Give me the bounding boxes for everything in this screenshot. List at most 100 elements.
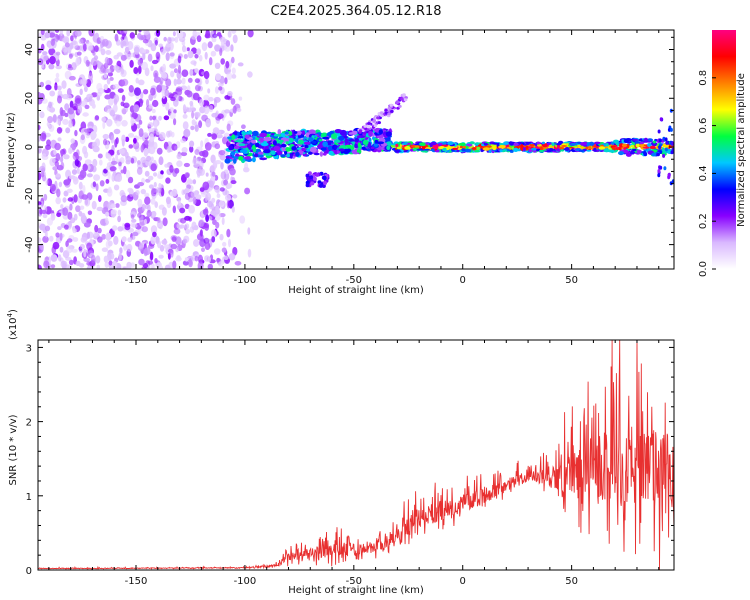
noise-blob: [196, 48, 201, 56]
noise-blob: [180, 138, 187, 144]
noise-blob: [181, 147, 188, 153]
noise-blob: [231, 74, 237, 79]
line-blob: [442, 142, 447, 145]
noise-blob: [68, 123, 73, 128]
noise-blob: [120, 54, 127, 61]
noise-blob: [43, 260, 50, 269]
noise-blob: [193, 111, 201, 117]
noise-blob: [157, 217, 161, 224]
noise-blob: [230, 44, 234, 52]
noise-blob: [163, 244, 170, 249]
edge-blob: [658, 138, 662, 143]
noise-blob: [131, 235, 136, 240]
branch-blob: [379, 111, 384, 115]
line-blob: [525, 145, 529, 150]
noise-blob: [38, 264, 42, 269]
line-blob: [632, 148, 637, 152]
noise-blob: [64, 42, 70, 48]
noise-blob: [106, 153, 111, 159]
noise-blob: [101, 116, 106, 122]
noise-blob: [205, 172, 209, 177]
signal-blob: [327, 145, 334, 151]
noise-blob: [104, 94, 112, 100]
noise-blob: [153, 141, 158, 150]
spectrogram-ytick-label: -20: [24, 188, 35, 204]
noise-blob: [147, 122, 154, 128]
noise-blob: [91, 101, 95, 109]
snr-plot: [38, 340, 674, 570]
line-blob: [423, 148, 430, 151]
noise-blob: [66, 30, 71, 37]
snr-ytick-label: 0: [26, 566, 32, 577]
signal-blob: [370, 146, 375, 150]
noise-blob: [176, 223, 180, 229]
noise-blob: [227, 90, 233, 97]
noise-blob: [91, 200, 97, 210]
signal-blob: [231, 134, 236, 140]
noise-blob: [72, 228, 77, 234]
noise-blob: [220, 171, 227, 180]
noise-blob: [145, 160, 151, 167]
noise-blob: [125, 136, 130, 142]
noise-blob: [184, 215, 191, 221]
signal-blob: [285, 141, 289, 145]
noise-blob: [202, 208, 209, 216]
noise-blob: [135, 77, 139, 84]
line-blob: [513, 147, 519, 152]
edge-blob: [659, 117, 663, 122]
noise-blob: [196, 35, 202, 43]
edge-blob: [669, 127, 673, 132]
noise-blob: [209, 164, 216, 173]
spectrogram-xtick-label: 50: [565, 275, 578, 286]
noise-blob: [185, 228, 191, 235]
noise-blob: [98, 195, 102, 202]
noise-blob: [124, 222, 131, 228]
noise-blob: [82, 145, 88, 155]
signal-blob: [281, 133, 286, 137]
noise-blob: [113, 65, 120, 71]
noise-blob: [54, 77, 60, 83]
noise-blob: [244, 187, 251, 195]
noise-blob: [208, 96, 214, 102]
noise-blob: [67, 211, 73, 220]
noise-blob: [211, 171, 216, 177]
noise-blob: [173, 78, 177, 87]
noise-blob: [223, 132, 230, 138]
noise-blob: [49, 107, 56, 113]
noise-blob: [144, 170, 150, 177]
noise-blob: [61, 80, 67, 89]
noise-blob: [149, 251, 154, 261]
lower-blob: [305, 173, 310, 178]
branch-blob: [390, 109, 394, 113]
noise-blob: [169, 107, 175, 112]
noise-blob: [176, 30, 184, 39]
noise-blob: [153, 172, 158, 177]
noise-blob: [226, 123, 231, 132]
noise-blob: [156, 147, 163, 155]
signal-blob: [308, 137, 314, 142]
noise-blob: [152, 231, 157, 238]
noise-blob: [110, 209, 118, 215]
signal-blob: [322, 136, 330, 140]
noise-blob: [57, 226, 62, 231]
line-blob: [647, 138, 653, 142]
noise-blob: [153, 181, 157, 188]
noise-blob: [216, 32, 222, 37]
signal-blob: [230, 151, 236, 156]
noise-blob: [45, 177, 49, 186]
noise-blob: [94, 224, 99, 233]
noise-blob: [110, 160, 118, 165]
signal-blob: [346, 148, 351, 152]
noise-blob: [149, 115, 153, 121]
noise-blob: [199, 229, 203, 237]
noise-blob: [103, 83, 109, 91]
noise-blob: [48, 32, 56, 38]
line-blob: [630, 144, 635, 148]
noise-blob: [74, 129, 78, 137]
noise-blob: [82, 112, 89, 117]
noise-blob: [216, 134, 223, 139]
noise-blob: [95, 255, 101, 264]
edge-blob: [664, 137, 668, 142]
signal-blob: [251, 136, 256, 140]
noise-blob: [54, 30, 60, 33]
